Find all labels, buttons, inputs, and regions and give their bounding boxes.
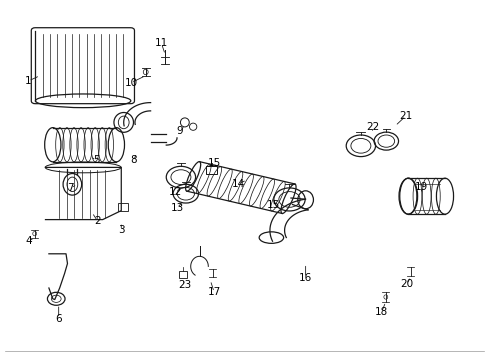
- Text: 17: 17: [207, 287, 221, 297]
- Text: 15: 15: [207, 158, 221, 168]
- Bar: [118, 203, 128, 211]
- Text: 9: 9: [176, 126, 183, 136]
- Text: 20: 20: [400, 279, 412, 289]
- Text: 15: 15: [266, 200, 280, 210]
- Text: 22: 22: [365, 122, 379, 132]
- Text: 18: 18: [374, 307, 387, 318]
- Text: 14: 14: [231, 179, 245, 189]
- Text: 23: 23: [178, 280, 191, 290]
- Text: 19: 19: [414, 182, 427, 192]
- Text: 1: 1: [25, 76, 32, 86]
- Text: 21: 21: [398, 111, 412, 121]
- Bar: [206, 166, 217, 174]
- Text: 4: 4: [25, 236, 32, 246]
- Text: 6: 6: [55, 314, 62, 324]
- Text: 5: 5: [93, 155, 100, 165]
- Text: 10: 10: [124, 78, 137, 88]
- Text: 12: 12: [168, 186, 182, 197]
- Text: 3: 3: [118, 225, 124, 235]
- Text: 7: 7: [67, 183, 74, 193]
- Text: 2: 2: [94, 216, 101, 226]
- Text: 11: 11: [154, 38, 168, 48]
- Text: 13: 13: [170, 203, 183, 213]
- Text: 16: 16: [298, 273, 312, 283]
- Bar: [179, 271, 186, 278]
- Text: 8: 8: [130, 155, 137, 165]
